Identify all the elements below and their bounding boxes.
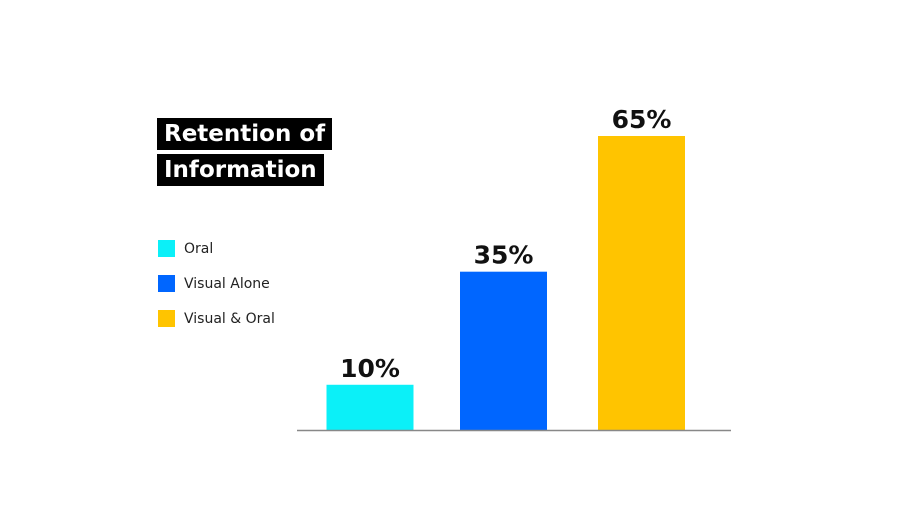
- chart-title-box: Retention of Information: [157, 116, 342, 188]
- legend-entry: Visual & Oral: [158, 301, 275, 336]
- legend-entry: Visual Alone: [158, 266, 275, 301]
- legend-swatch: [158, 275, 175, 292]
- value-label: 65%: [612, 105, 672, 134]
- legend-label: Oral: [184, 240, 214, 257]
- bar: [460, 271, 547, 430]
- legend-entry: Oral: [158, 231, 275, 266]
- bar: [598, 136, 685, 430]
- bar: [326, 384, 414, 430]
- legend-swatch: [158, 240, 175, 257]
- value-label: 10%: [340, 354, 400, 383]
- value-label: 35%: [474, 241, 534, 270]
- legend-swatch: [158, 310, 175, 327]
- legend-label: Visual Alone: [184, 275, 270, 292]
- legend: Oral Visual Alone Visual & Oral: [158, 231, 275, 336]
- chart-title: Retention of Information: [157, 118, 333, 186]
- legend-label: Visual & Oral: [184, 310, 275, 327]
